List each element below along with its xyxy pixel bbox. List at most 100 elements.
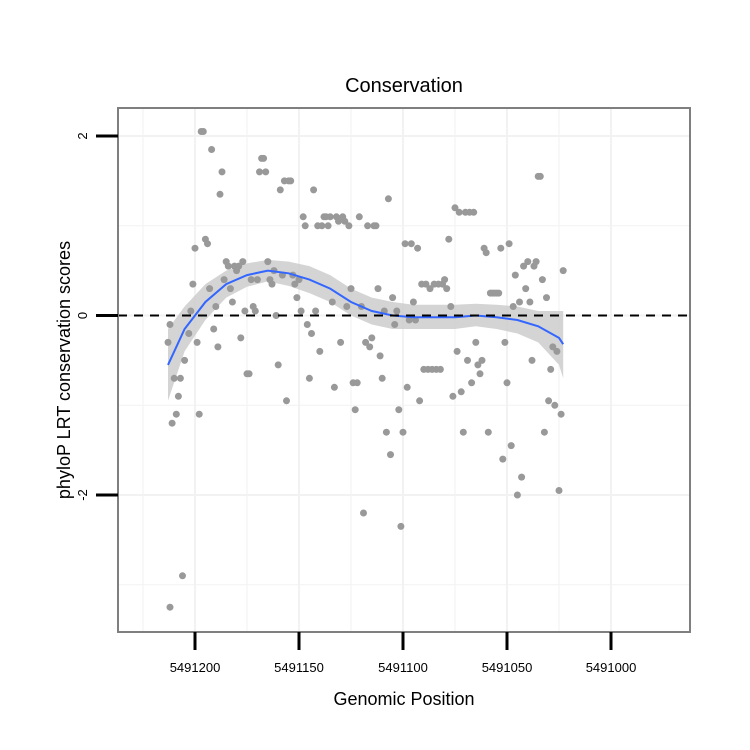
data-point	[518, 473, 526, 481]
data-point	[337, 338, 345, 346]
data-point	[324, 222, 332, 230]
data-point	[482, 249, 490, 257]
data-point	[330, 383, 338, 391]
data-point	[459, 428, 467, 436]
data-point	[505, 240, 513, 248]
data-point	[509, 303, 517, 310]
data-point	[345, 222, 353, 230]
data-point	[218, 168, 226, 176]
data-point	[199, 128, 207, 135]
data-point	[545, 397, 553, 405]
data-point	[210, 325, 218, 333]
data-point	[189, 280, 197, 288]
data-point	[513, 491, 521, 499]
data-point	[335, 217, 342, 225]
data-point	[347, 285, 355, 293]
data-point	[503, 379, 511, 387]
data-point	[520, 262, 528, 270]
data-point	[185, 330, 193, 337]
data-point	[536, 172, 544, 180]
data-point	[495, 289, 503, 297]
data-point	[208, 146, 216, 153]
data-point	[343, 303, 351, 310]
data-point	[214, 343, 222, 351]
data-point	[206, 285, 214, 293]
data-point	[470, 208, 478, 216]
data-point	[212, 303, 220, 310]
data-point	[291, 280, 299, 288]
data-point	[237, 334, 245, 342]
data-point	[174, 392, 182, 400]
data-point	[457, 388, 465, 396]
data-point	[455, 208, 463, 216]
data-point	[353, 379, 361, 387]
data-point	[326, 213, 334, 221]
data-point	[351, 406, 359, 414]
data-point	[559, 267, 567, 275]
data-point	[511, 271, 519, 279]
data-point	[389, 294, 397, 302]
y-axis: 2 0 -2	[75, 132, 118, 501]
data-point	[360, 509, 367, 517]
data-point	[220, 276, 228, 284]
data-point	[170, 374, 178, 382]
data-point	[553, 347, 561, 355]
data-point	[395, 406, 403, 414]
data-point	[293, 294, 301, 302]
data-point	[168, 419, 176, 427]
chart-title: Conservation	[345, 75, 463, 97]
data-point	[272, 312, 280, 319]
data-point	[239, 258, 247, 266]
data-point	[476, 370, 484, 378]
data-point	[241, 307, 249, 315]
data-point	[260, 154, 268, 162]
data-point	[409, 298, 417, 306]
data-point	[176, 374, 184, 382]
data-point	[547, 365, 555, 373]
data-point	[522, 285, 530, 293]
data-point	[366, 343, 374, 351]
data-point	[204, 240, 211, 248]
data-point	[387, 451, 394, 459]
data-point	[528, 356, 536, 364]
data-point	[166, 603, 174, 611]
y-tick-label: 0	[75, 312, 90, 319]
data-point	[328, 298, 336, 306]
data-point	[172, 410, 180, 418]
data-point	[526, 298, 534, 306]
data-points	[164, 128, 567, 611]
data-point	[478, 356, 486, 364]
data-point	[374, 285, 382, 293]
data-point	[226, 285, 234, 293]
data-point	[305, 374, 313, 382]
data-point	[391, 321, 399, 328]
y-tick-label: -2	[75, 489, 90, 501]
data-point	[256, 168, 263, 176]
data-point	[299, 213, 307, 221]
data-point	[364, 222, 372, 230]
data-point	[414, 244, 422, 252]
data-point	[164, 338, 172, 346]
data-point	[443, 285, 451, 293]
data-point	[557, 410, 565, 418]
data-point	[216, 190, 224, 198]
x-axis: 5491200 5491150 5491100 5491050 5491000	[170, 632, 636, 675]
data-point	[251, 307, 259, 315]
data-point	[297, 307, 305, 315]
data-point	[472, 338, 480, 346]
data-point	[166, 321, 174, 328]
data-point	[376, 352, 384, 360]
data-point	[405, 316, 413, 324]
data-point	[436, 365, 444, 373]
grid	[118, 108, 690, 632]
data-point	[287, 177, 295, 185]
data-point	[555, 487, 563, 494]
data-point	[181, 356, 189, 364]
data-point	[187, 307, 195, 315]
data-point	[274, 361, 282, 369]
data-point	[362, 338, 370, 346]
data-point	[262, 168, 270, 176]
data-point	[316, 347, 324, 355]
